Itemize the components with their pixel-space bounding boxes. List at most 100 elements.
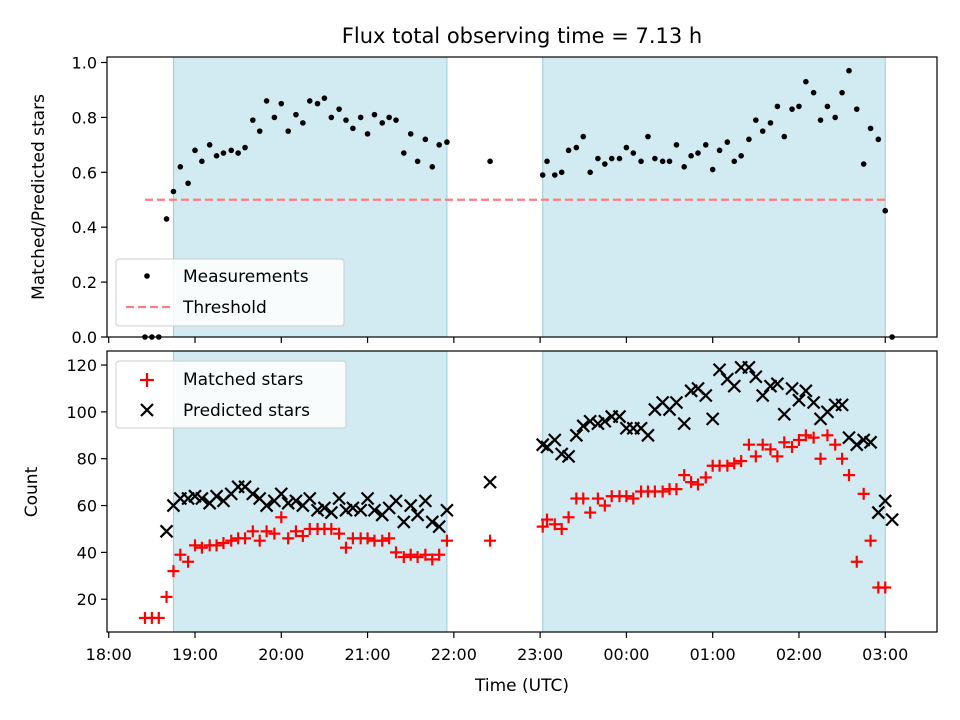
predicted-point xyxy=(425,515,440,529)
x-axis-title: Time (UTC) xyxy=(474,676,569,696)
predicted-point xyxy=(440,503,454,518)
predicted-point xyxy=(598,414,612,429)
matched-point xyxy=(167,565,180,578)
matched-point xyxy=(728,457,741,470)
measurement-point xyxy=(379,120,386,126)
measurement-point xyxy=(278,100,285,107)
measurement-point xyxy=(321,95,328,101)
predicted-point xyxy=(569,428,584,443)
measurement-point xyxy=(242,144,248,151)
measurement-point xyxy=(673,142,680,148)
matched-point xyxy=(397,551,410,564)
measurement-point xyxy=(746,136,752,143)
matched-point xyxy=(591,492,604,505)
legend-threshold-label: Threshold xyxy=(182,298,267,318)
x-tick-label: 03:00 xyxy=(862,645,908,664)
measurement-point xyxy=(681,164,688,170)
measurement-point xyxy=(652,155,658,162)
predicted-point xyxy=(777,407,792,422)
bottom-legend-box xyxy=(115,360,347,429)
measurement-point xyxy=(738,153,744,159)
measurement-point xyxy=(753,117,759,123)
measurement-point xyxy=(638,158,644,165)
matched-point xyxy=(598,499,611,512)
matched-point xyxy=(260,525,273,538)
matched-point xyxy=(836,452,849,465)
predicted-point xyxy=(317,501,332,515)
matched-point xyxy=(152,611,165,624)
predicted-point xyxy=(360,491,375,506)
measurement-point xyxy=(580,133,587,140)
measurement-point xyxy=(199,158,205,165)
top-legend: Measurements Threshold xyxy=(115,258,345,327)
matched-point xyxy=(253,534,266,547)
matched-point xyxy=(771,450,784,463)
predicted-point xyxy=(792,393,806,407)
predicted-point xyxy=(799,384,813,398)
predicted-point xyxy=(712,362,727,377)
predicted-point xyxy=(483,475,497,489)
measurement-point xyxy=(256,128,263,134)
y-tick-label: 0.0 xyxy=(72,328,97,347)
bottom-x-ticks: 18:00 19:00 20:00 21:00 22:00 23:00 00:00 01:00… xyxy=(86,632,908,664)
measurement-point xyxy=(314,100,321,107)
predicted-point xyxy=(367,503,382,518)
predicted-point xyxy=(863,435,878,450)
predicted-point xyxy=(403,498,418,513)
measurement-point xyxy=(867,125,874,132)
matched-point xyxy=(577,492,590,505)
measurement-point xyxy=(163,216,170,222)
measurement-point xyxy=(422,136,429,143)
measurement-point xyxy=(616,155,623,162)
predicted-point xyxy=(727,379,742,393)
predicted-point xyxy=(677,416,691,431)
x-tick-label: 18:00 xyxy=(86,645,132,664)
measurement-point xyxy=(731,158,738,165)
matched-point xyxy=(541,513,554,526)
predicted-point xyxy=(835,398,849,412)
matched-point xyxy=(778,436,791,449)
measurement-point xyxy=(853,106,860,112)
measurement-point xyxy=(206,142,213,148)
measurement-point xyxy=(350,125,356,132)
predicted-point xyxy=(259,498,274,513)
predicted-point xyxy=(289,494,303,508)
matched-point xyxy=(325,522,338,535)
measurement-point xyxy=(393,117,399,123)
predicted-point xyxy=(353,503,368,518)
measurement-point xyxy=(544,158,550,165)
matched-point xyxy=(756,438,769,451)
matched-point xyxy=(390,546,403,559)
legend-matched-marker xyxy=(140,373,154,387)
x-tick-label: 20:00 xyxy=(258,645,304,664)
predicted-point xyxy=(755,388,770,403)
measurement-point xyxy=(860,161,867,167)
measurements-points xyxy=(142,67,895,340)
predicted-point xyxy=(561,449,576,464)
top-panel: 0.0 0.2 0.4 0.6 0.8 1.0 Matched/Predicted sta… xyxy=(29,53,938,347)
measurement-point xyxy=(414,158,421,165)
matched-point xyxy=(195,541,208,554)
measurement-point xyxy=(336,106,342,112)
predicted-point xyxy=(410,508,425,522)
bottom-y-axis-title: Count xyxy=(22,466,42,517)
y-tick-label: 100 xyxy=(66,403,97,422)
predicted-point xyxy=(324,505,339,520)
measurement-point xyxy=(702,142,709,148)
predicted-point xyxy=(749,369,763,384)
measurement-point xyxy=(803,78,809,85)
matched-point xyxy=(742,438,755,451)
measurement-point xyxy=(235,150,241,156)
measurement-point xyxy=(608,155,615,162)
predicted-point xyxy=(849,437,864,452)
measurement-point xyxy=(630,150,637,156)
measurement-point xyxy=(595,155,601,162)
measurement-point xyxy=(293,111,299,118)
predicted-point xyxy=(742,360,756,375)
measurement-point xyxy=(709,166,716,173)
measurement-point xyxy=(177,164,184,170)
legend-measurements-marker xyxy=(144,273,150,279)
matched-point xyxy=(275,511,288,524)
measurement-point xyxy=(796,103,802,110)
